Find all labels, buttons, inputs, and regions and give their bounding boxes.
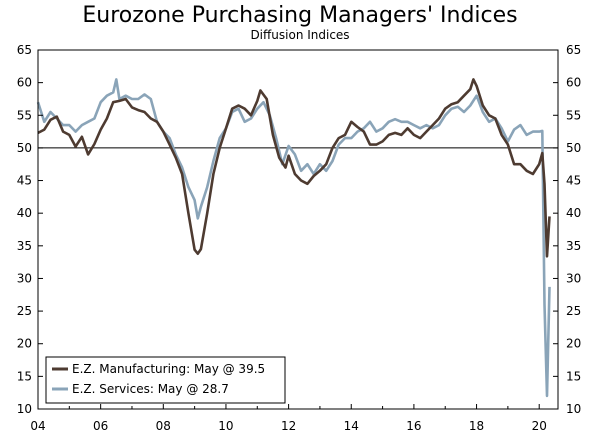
y-tick-label-left: 30 <box>17 271 32 285</box>
legend-label-manufacturing: E.Z. Manufacturing: May @ 39.5 <box>72 362 265 376</box>
y-tick-label-right: 55 <box>566 108 581 122</box>
y-tick-label-left: 60 <box>17 76 32 90</box>
y-tick-label-right: 65 <box>566 43 581 57</box>
x-tick-label: 16 <box>406 419 421 433</box>
plot-frame <box>37 49 559 410</box>
y-tick-label-right: 50 <box>566 141 581 155</box>
y-tick-label-right: 15 <box>566 369 581 383</box>
y-tick-label-right: 30 <box>566 271 581 285</box>
y-tick-label-right: 20 <box>566 337 581 351</box>
y-tick-label-right: 45 <box>566 174 581 188</box>
y-tick-label-left: 10 <box>17 402 32 416</box>
legend: E.Z. Manufacturing: May @ 39.5 E.Z. Servi… <box>45 356 286 404</box>
x-tick-label: 14 <box>344 419 359 433</box>
series-line-manufacturing <box>37 78 551 258</box>
y-tick-label-left: 35 <box>17 239 32 253</box>
y-tick-label-left: 20 <box>17 337 32 351</box>
x-tick-label: 08 <box>156 419 171 433</box>
y-tick-label-left: 65 <box>17 43 32 57</box>
y-tick-label-left: 25 <box>17 304 32 318</box>
y-tick-label-left: 50 <box>17 141 32 155</box>
x-tick-label: 06 <box>93 419 108 433</box>
chart-title: Eurozone Purchasing Managers' Indices <box>82 3 518 28</box>
y-tick-label-left: 45 <box>17 174 32 188</box>
y-tick-label-right: 40 <box>566 206 581 220</box>
x-tick-label: 12 <box>281 419 296 433</box>
axis-ticks: 10 10 15 15 20 20 25 25 30 30 35 35 40 40 45 45 50 50 55 55… <box>17 43 582 433</box>
x-tick-label: 10 <box>218 419 233 433</box>
y-tick-label-left: 15 <box>17 369 32 383</box>
y-tick-label-right: 10 <box>566 402 581 416</box>
x-tick-label: 18 <box>469 419 484 433</box>
y-tick-label-left: 55 <box>17 108 32 122</box>
series-layer <box>36 78 551 398</box>
y-tick-label-left: 40 <box>17 206 32 220</box>
x-tick-label: 04 <box>30 419 45 433</box>
y-tick-label-right: 35 <box>566 239 581 253</box>
legend-label-services: E.Z. Services: May @ 28.7 <box>72 382 229 396</box>
chart-subtitle: Diffusion Indices <box>250 28 350 42</box>
y-tick-label-right: 25 <box>566 304 581 318</box>
legend-box <box>45 356 286 404</box>
y-tick-label-right: 60 <box>566 76 581 90</box>
x-tick-label: 20 <box>532 419 547 433</box>
series-line-services <box>36 78 551 398</box>
